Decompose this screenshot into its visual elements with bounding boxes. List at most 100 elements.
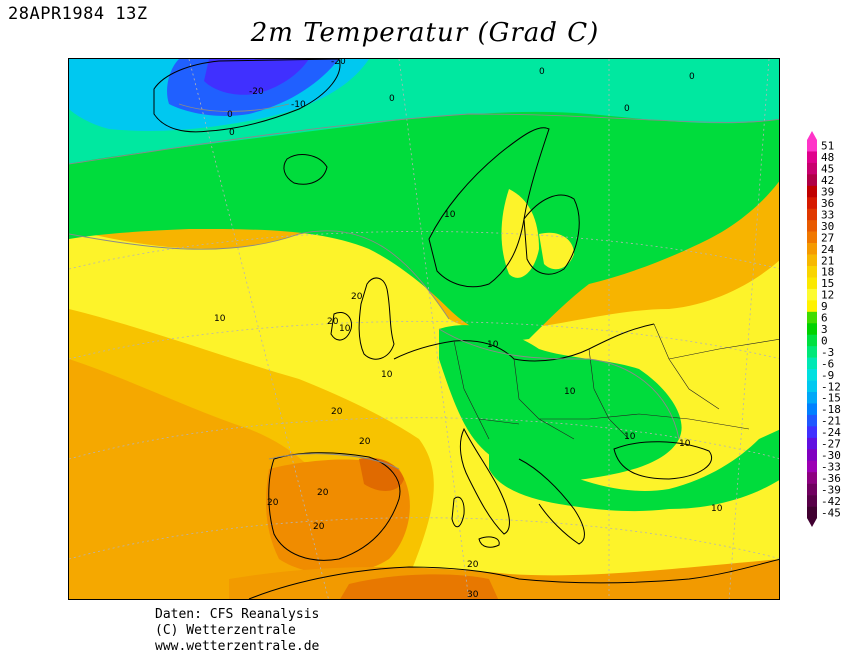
colorbar-level-label: -9 (821, 369, 834, 382)
contour-label: 20 (327, 317, 339, 327)
contour-label: 30 (467, 590, 479, 600)
field-africa-hot (340, 574, 499, 599)
colorbar-swatch (807, 266, 817, 278)
colorbar-swatch (807, 140, 817, 152)
credits: Daten: CFS Reanalysis (C) Wetterzentrale… (155, 607, 319, 655)
colorbar-level-label: 0 (821, 334, 828, 347)
colorbar-swatch (807, 288, 817, 301)
contour-label: 0 (229, 128, 235, 138)
colorbar-level-label: 15 (821, 277, 834, 290)
colorbar-swatch (807, 208, 817, 221)
colorbar-level-label: 42 (821, 174, 834, 187)
field-finland-warm (539, 232, 574, 270)
colorbar-level-label: 36 (821, 197, 834, 210)
contour-label: 10 (214, 314, 226, 324)
colorbar-level-label: 27 (821, 231, 834, 244)
colorbar-level-label: -3 (821, 346, 834, 359)
contour-label: -20 (331, 59, 346, 67)
colorbar-level-label: 51 (821, 140, 834, 153)
contour-label: 20 (467, 560, 479, 570)
colorbar-level-label: 6 (821, 312, 828, 325)
colorbar-swatch (807, 277, 817, 290)
colorbar-level-label: 12 (821, 289, 834, 302)
contour-label: 20 (267, 498, 279, 508)
colorbar-swatch (807, 483, 817, 496)
contour-label: 10 (564, 387, 576, 397)
colorbar-swatch (807, 197, 817, 210)
colorbar-swatch (807, 506, 817, 519)
colorbar-swatch (807, 426, 817, 439)
colorbar-labels: 51484542393633302724211815129630-3-6-9-1… (821, 140, 841, 520)
colorbar-level-label: 24 (821, 243, 835, 256)
contour-label: 10 (487, 340, 499, 350)
temperature-map-svg: -20 -20 -10 0 0 0 0 0 0 10 10 10 10 10 1… (69, 59, 779, 600)
colorbar-swatch (807, 185, 817, 198)
colorbar-level-label: 3 (821, 323, 828, 336)
colorbar-level-label: 33 (821, 208, 834, 221)
colorbar-level-label: 39 (821, 186, 834, 199)
field-greenland-coldest (204, 59, 309, 95)
colorbar-level-label: 21 (821, 254, 834, 267)
contour-label: 10 (679, 439, 691, 449)
temperature-colorbar: 51484542393633302724211815129630-3-6-9-1… (807, 131, 841, 527)
colorbar-level-label: 30 (821, 220, 834, 233)
colorbar-swatch (807, 403, 817, 416)
colorbar-level-label: 45 (821, 163, 834, 176)
colorbar-swatch (807, 231, 817, 244)
colorbar-level-label: -45 (821, 506, 841, 519)
colorbar-level-label: 9 (821, 300, 828, 313)
contour-label: 0 (227, 110, 233, 120)
colorbar-level-label: -36 (821, 472, 841, 485)
contour-labels: -20 -20 -10 0 0 0 0 0 0 10 10 10 10 10 1… (214, 59, 723, 600)
isotherms (69, 103, 779, 470)
colorbar-level-label: -18 (821, 403, 841, 416)
colorbar-swatch (807, 414, 817, 427)
colorbar-swatch (807, 437, 817, 450)
colorbar-level-label: -33 (821, 460, 841, 473)
contour-label: 0 (539, 67, 545, 77)
colorbar-swatch (807, 174, 817, 187)
colorbar-swatches (807, 131, 817, 527)
contour-label: -20 (249, 87, 264, 97)
colorbar-swatch (807, 220, 817, 232)
colorbar-swatch (807, 357, 817, 370)
credits-data-source: Daten: CFS Reanalysis (155, 607, 320, 622)
colorbar-level-label: -27 (821, 438, 841, 451)
colorbar-swatch (807, 392, 817, 404)
field-central-europe (439, 325, 682, 482)
contour-label: 10 (624, 432, 636, 442)
colorbar-swatch (807, 300, 817, 313)
colorbar-level-label: -21 (821, 415, 841, 428)
map-title: 2m Temperatur (Grad C) (250, 18, 600, 48)
contour-label: 20 (351, 292, 363, 302)
contour-label: 0 (624, 104, 630, 114)
colorbar-level-label: -42 (821, 495, 841, 508)
colorbar-swatch (807, 369, 817, 381)
colorbar-level-label: 48 (821, 151, 834, 164)
credits-website: www.wetterzentrale.de (155, 639, 320, 654)
colorbar-level-label: -24 (821, 426, 841, 439)
colorbar-swatch (807, 323, 817, 336)
colorbar-swatch (807, 460, 817, 473)
colorbar-swatch (807, 346, 817, 358)
borders (453, 323, 779, 440)
colorbar-swatch (807, 162, 817, 175)
colorbar-swatch (807, 311, 817, 324)
colorbar-swatch (807, 334, 817, 347)
contour-label: 10 (711, 504, 723, 514)
map-datestamp: 28APR1984 13Z (8, 4, 148, 24)
colorbar-level-label: -6 (821, 357, 834, 370)
contour-label: 10 (381, 370, 393, 380)
colorbar-swatch (807, 254, 817, 267)
contour-label: 20 (317, 488, 329, 498)
contour-label: 10 (339, 324, 351, 334)
graticule (69, 59, 779, 599)
credits-copyright: (C) Wetterzentrale (155, 623, 296, 638)
contour-label: 20 (331, 407, 343, 417)
colorbar-swatch (807, 495, 817, 507)
colorbar-arrow-top (807, 131, 817, 140)
colorbar-swatch (807, 449, 817, 462)
colorbar-level-label: 18 (821, 266, 834, 279)
contour-label: 0 (689, 72, 695, 82)
colorbar-swatch (807, 243, 817, 255)
